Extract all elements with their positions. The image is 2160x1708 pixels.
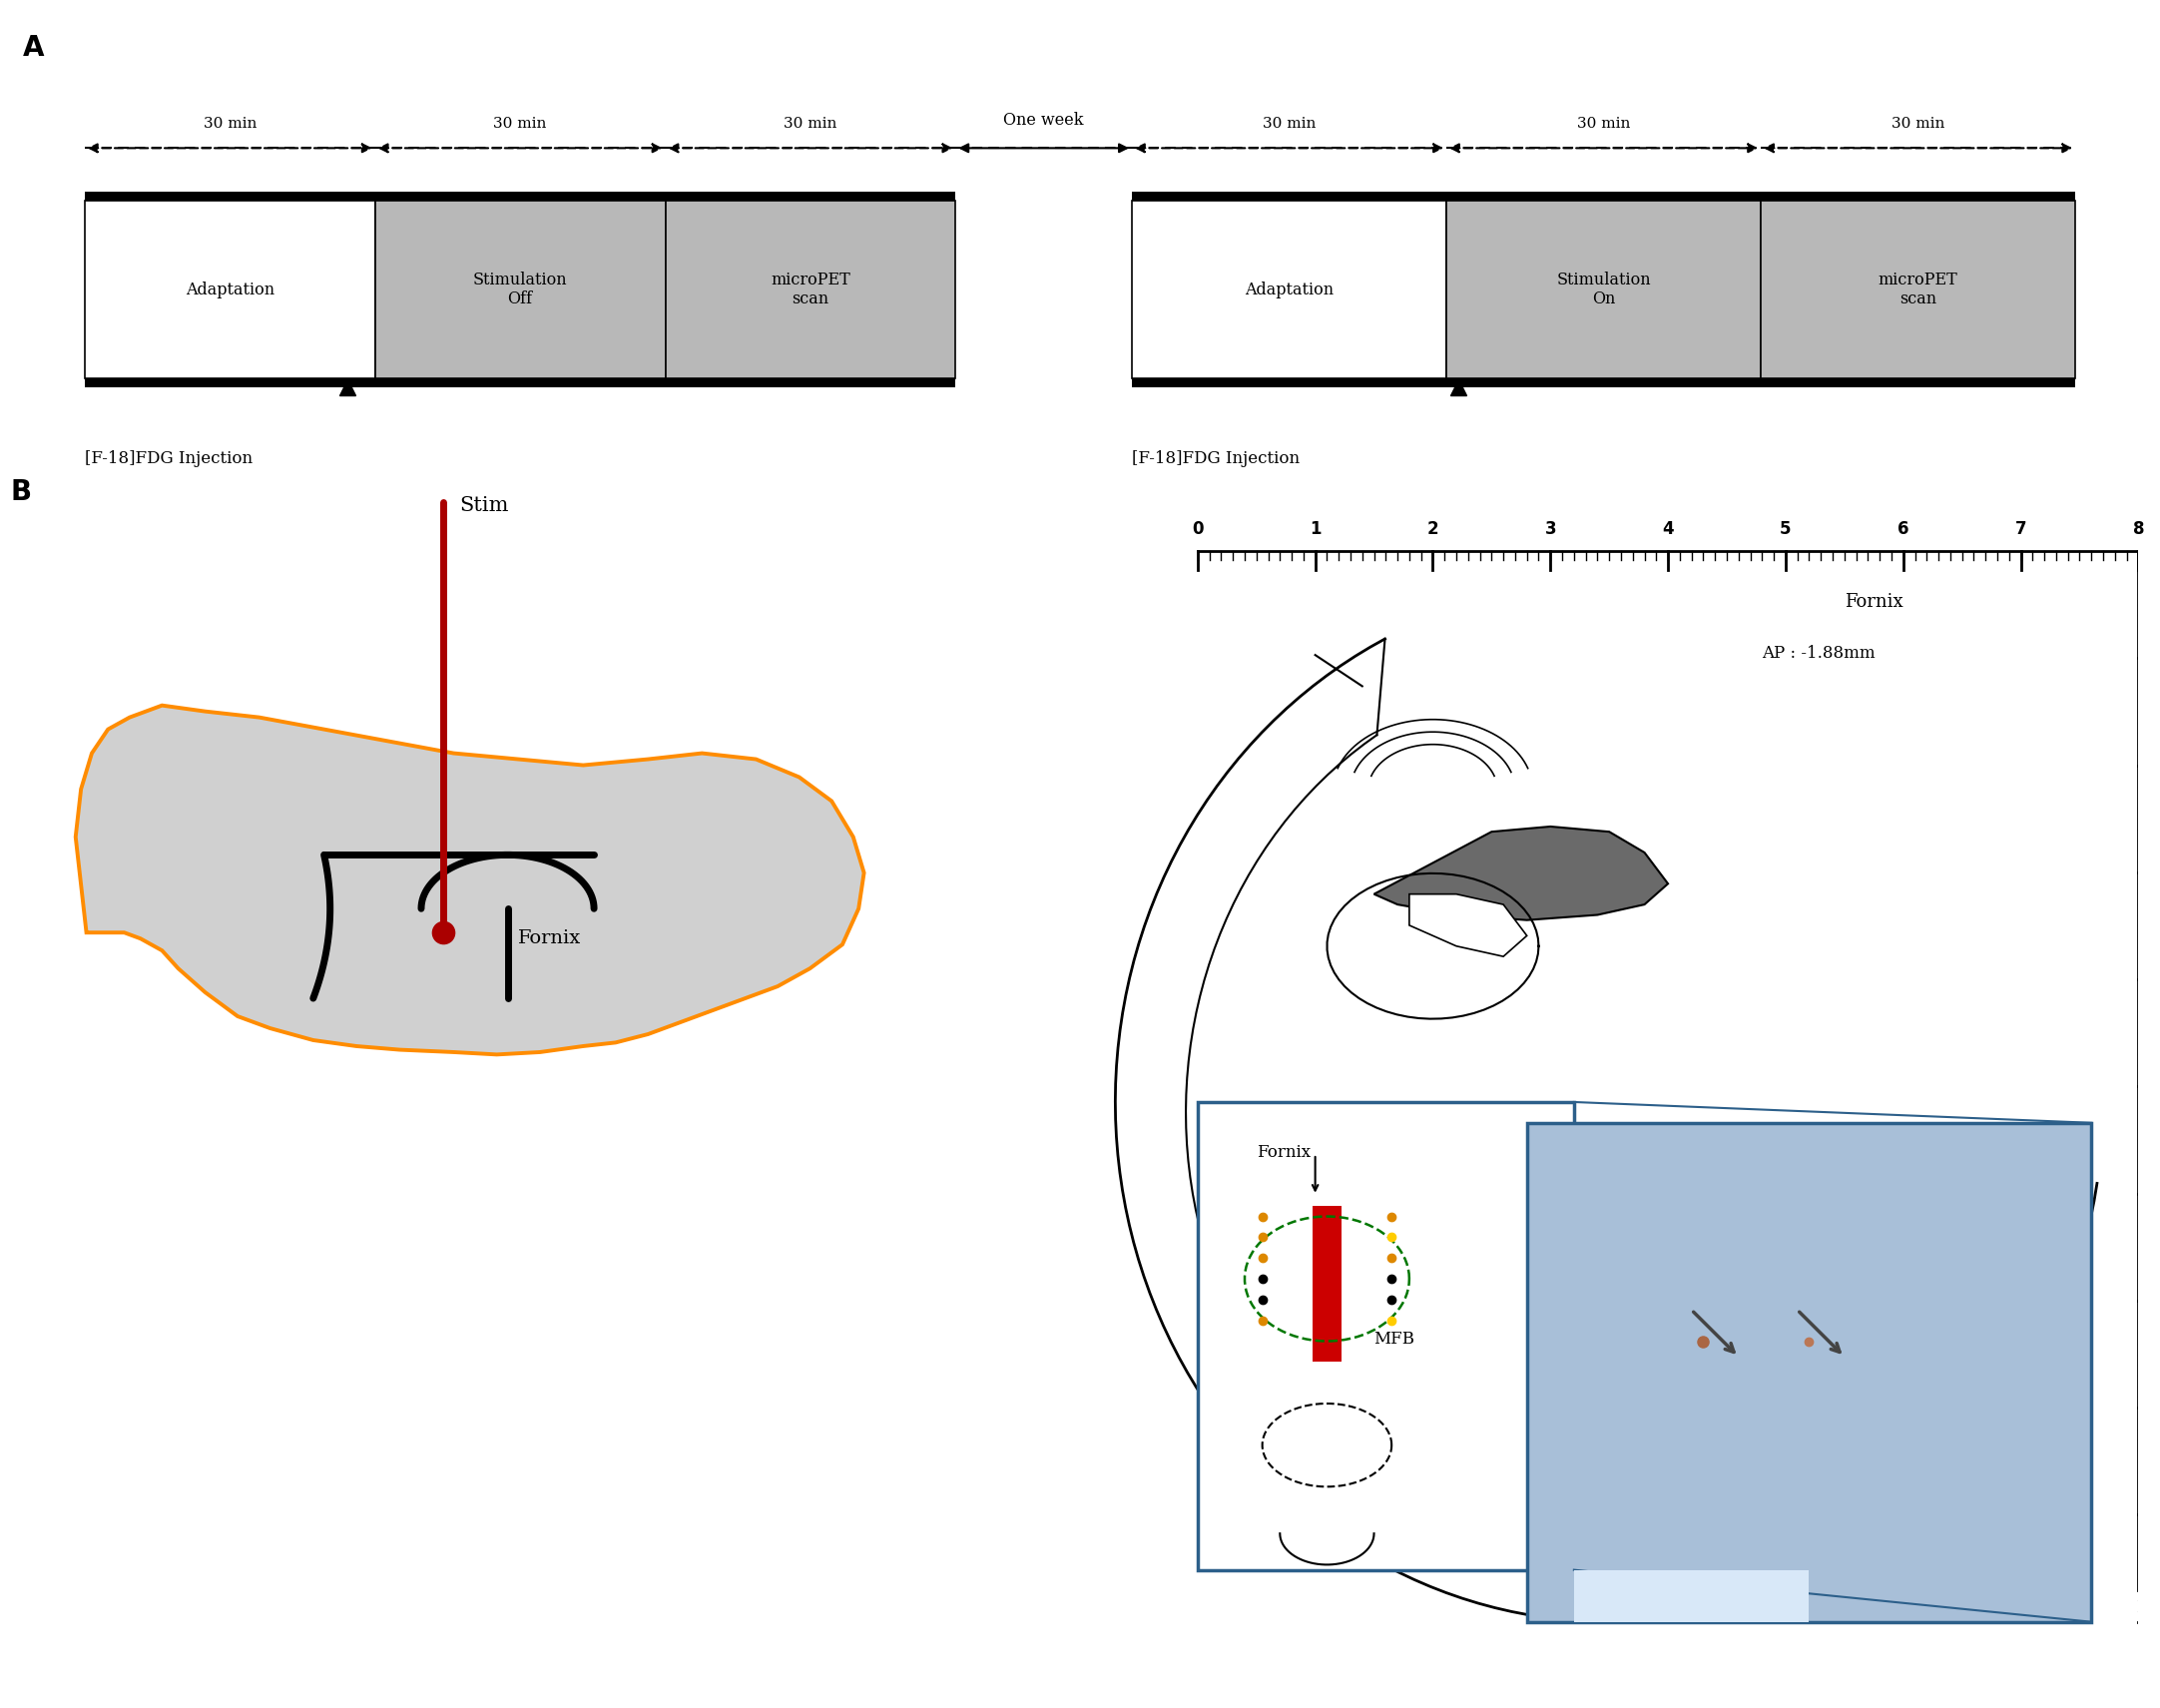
Text: B: B [11, 478, 32, 506]
Text: One week: One week [1004, 111, 1084, 128]
FancyBboxPatch shape [1132, 377, 2076, 388]
Polygon shape [76, 705, 864, 1054]
FancyBboxPatch shape [376, 202, 665, 377]
Text: [F-18]FDG Injection: [F-18]FDG Injection [84, 451, 253, 468]
Polygon shape [1374, 827, 1668, 921]
Text: 2: 2 [1428, 521, 1439, 538]
Text: Stimulation
On: Stimulation On [1557, 272, 1650, 307]
Text: Fornix: Fornix [1257, 1144, 1311, 1161]
Text: 30 min: 30 min [1577, 116, 1631, 132]
FancyBboxPatch shape [1132, 191, 2076, 202]
FancyBboxPatch shape [1197, 1102, 1575, 1570]
FancyBboxPatch shape [1527, 1122, 2091, 1623]
Text: 30 min: 30 min [1892, 116, 1944, 132]
Text: 7: 7 [2015, 521, 2026, 538]
FancyBboxPatch shape [84, 202, 376, 377]
FancyBboxPatch shape [665, 202, 955, 377]
Polygon shape [1408, 893, 1527, 956]
Text: 4: 4 [1663, 521, 1674, 538]
Text: 5: 5 [1780, 521, 1791, 538]
FancyBboxPatch shape [1447, 202, 1760, 377]
Text: Stimulation
Off: Stimulation Off [473, 272, 568, 307]
FancyBboxPatch shape [1575, 1570, 1810, 1623]
Text: 30 min: 30 min [1261, 116, 1315, 132]
Text: Adaptation: Adaptation [186, 282, 274, 297]
Text: Fornix: Fornix [1845, 593, 1903, 610]
Text: 1: 1 [1309, 521, 1322, 538]
Text: AP : -1.88mm: AP : -1.88mm [1763, 644, 1875, 661]
FancyBboxPatch shape [84, 377, 955, 388]
Text: microPET
scan: microPET scan [1879, 272, 1957, 307]
FancyBboxPatch shape [1132, 202, 1447, 377]
Text: Adaptation: Adaptation [1244, 282, 1333, 297]
Text: MFB: MFB [1374, 1331, 1415, 1348]
FancyBboxPatch shape [1760, 202, 2076, 377]
Text: Stim: Stim [458, 497, 508, 516]
Text: 6: 6 [1896, 521, 1909, 538]
Text: 0: 0 [1192, 521, 1203, 538]
Text: [F-18]FDG Injection: [F-18]FDG Injection [1132, 451, 1300, 468]
Text: 30 min: 30 min [203, 116, 257, 132]
Text: 30 min: 30 min [784, 116, 838, 132]
Text: Fornix: Fornix [518, 929, 581, 948]
Text: 3: 3 [1544, 521, 1555, 538]
Text: 30 min: 30 min [492, 116, 546, 132]
FancyBboxPatch shape [1313, 1206, 1341, 1361]
Text: 8: 8 [2132, 521, 2145, 538]
FancyBboxPatch shape [84, 191, 955, 202]
Text: microPET
scan: microPET scan [771, 272, 851, 307]
Text: A: A [22, 34, 43, 61]
